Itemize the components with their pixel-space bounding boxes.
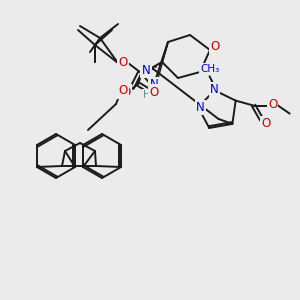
Text: O: O	[149, 85, 159, 98]
Text: N: N	[142, 64, 150, 76]
Text: O: O	[122, 85, 130, 98]
Text: H: H	[143, 90, 151, 100]
Text: N: N	[150, 79, 158, 92]
Text: O: O	[118, 56, 127, 70]
Text: O: O	[268, 98, 277, 111]
Text: O: O	[261, 117, 270, 130]
Text: N: N	[196, 101, 205, 114]
Text: O: O	[210, 40, 220, 52]
Text: O: O	[118, 85, 127, 98]
Text: CH₃: CH₃	[200, 64, 219, 74]
Text: N: N	[210, 83, 219, 96]
